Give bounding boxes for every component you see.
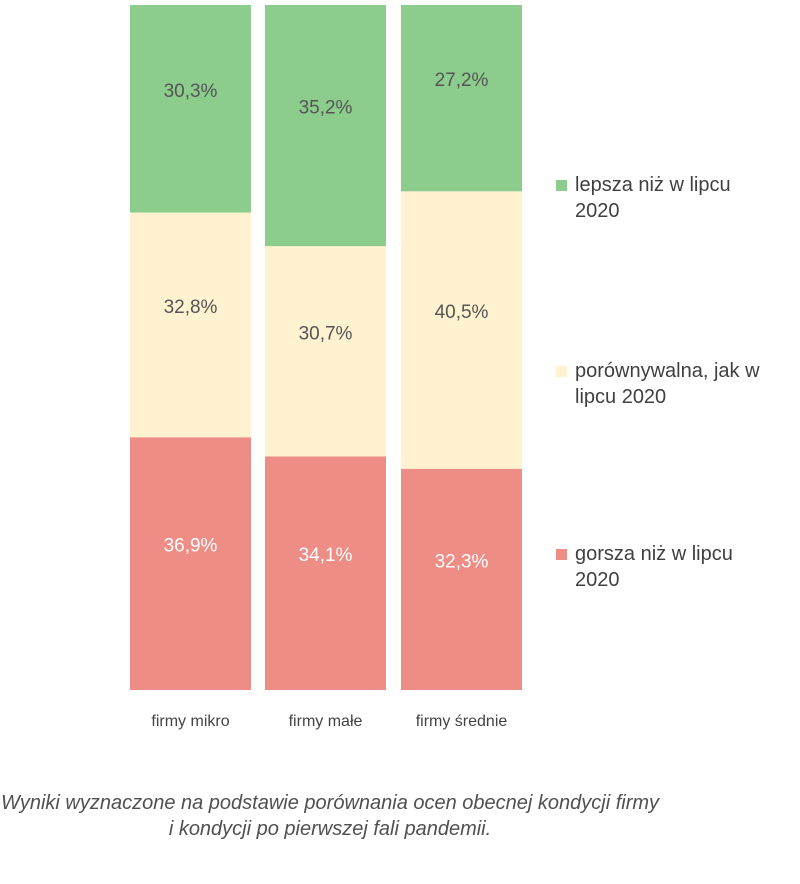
bar-segment-worse-2 — [265, 456, 386, 690]
bar-segment-better-1 — [130, 5, 251, 213]
legend-swatch-better — [556, 180, 567, 191]
chart-caption: Wyniki wyznaczone na podstawie porównani… — [0, 792, 660, 840]
data-label-better-2: 35,2% — [299, 98, 353, 119]
legend-label-comparable: porównywalna, jak w lipcu 2020 — [575, 360, 760, 408]
legend-item-worse: gorsza niż w lipcu 2020 — [556, 541, 775, 593]
legend-swatch-comparable — [556, 366, 567, 377]
bar-segment-comparable-1 — [130, 212, 251, 438]
bar-segment-better-3 — [401, 5, 522, 192]
legend-label-worse: gorsza niż w lipcu 2020 — [575, 543, 733, 591]
bar-segment-comparable-2 — [265, 246, 386, 457]
data-label-worse-2: 34,1% — [299, 545, 353, 566]
data-label-worse-1: 36,9% — [164, 536, 218, 557]
data-label-worse-3: 32,3% — [435, 551, 489, 572]
data-label-better-3: 27,2% — [435, 70, 489, 91]
legend-item-comparable: porównywalna, jak w lipcu 2020 — [556, 358, 775, 410]
category-label-1: firmy mikro — [151, 713, 229, 730]
bar-segment-better-2 — [265, 5, 386, 247]
data-label-comparable-1: 32,8% — [164, 297, 218, 318]
legend-swatch-worse — [556, 549, 567, 560]
category-label-2: firmy małe — [289, 713, 363, 730]
data-label-comparable-2: 30,7% — [299, 323, 353, 344]
category-label-3: firmy średnie — [416, 713, 508, 730]
legend-label-better: lepsza niż w lipcu 2020 — [575, 174, 731, 222]
data-label-better-1: 30,3% — [164, 81, 218, 102]
bar-segment-worse-3 — [401, 468, 522, 690]
bar-segment-worse-1 — [130, 437, 251, 690]
data-label-comparable-3: 40,5% — [435, 302, 489, 323]
legend-item-better: lepsza niż w lipcu 2020 — [556, 172, 775, 224]
bar-segment-comparable-3 — [401, 191, 522, 469]
